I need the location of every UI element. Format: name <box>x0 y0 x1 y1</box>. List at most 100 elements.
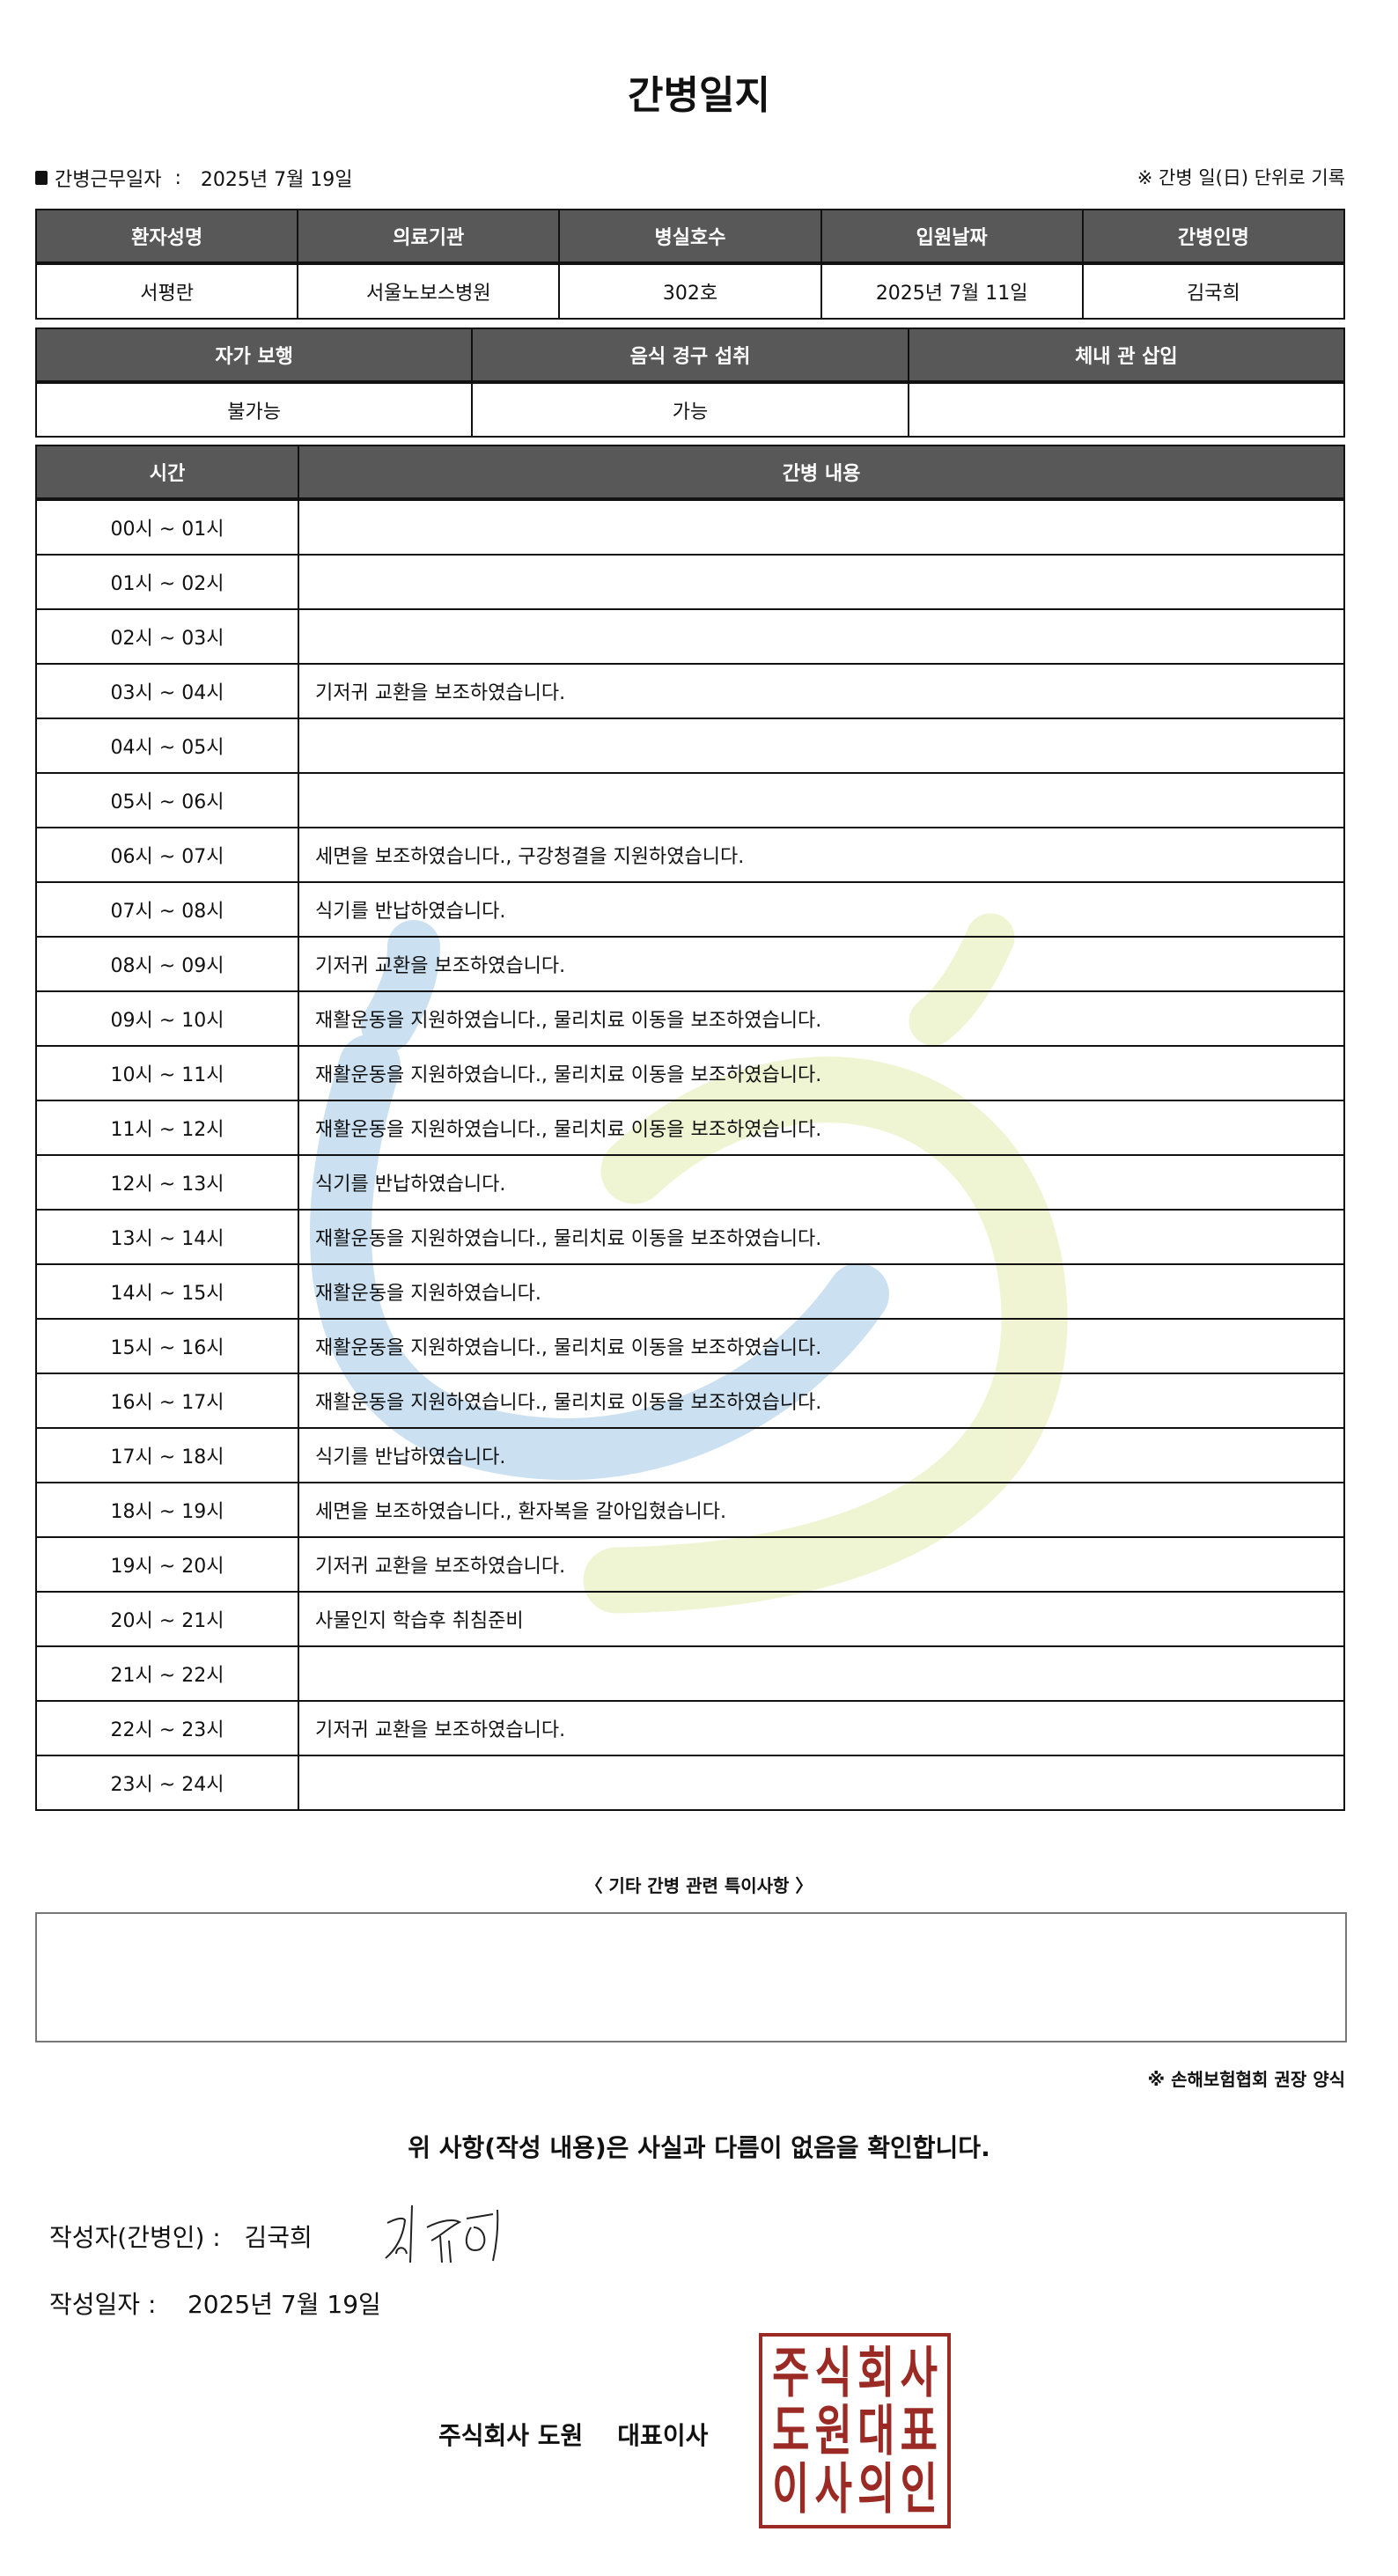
care-content <box>298 1645 1345 1702</box>
time-slot: 17시 ~ 18시 <box>35 1427 299 1483</box>
table-row: 03시 ~ 04시 기저귀 교환을 보조하였습니다. <box>35 663 1345 719</box>
seal-character: 사 <box>814 2456 852 2521</box>
colon: : <box>168 166 194 189</box>
header-tube-insertion: 체내 관 삽입 <box>907 328 1346 384</box>
time-slot: 21시 ~ 22시 <box>35 1645 299 1702</box>
table-row: 02시 ~ 03시 <box>35 608 1345 665</box>
bullet-square-icon <box>35 171 48 185</box>
table-row: 13시 ~ 14시 재활운동을 지원하였습니다., 물리치료 이동을 보조하였습니… <box>35 1209 1345 1265</box>
care-content: 기저귀 교환을 보조하였습니다. <box>298 663 1345 719</box>
header-hospital: 의료기관 <box>297 209 561 265</box>
notes-label: 〈 기타 간병 관련 특이사항 〉 <box>585 1875 813 1896</box>
time-slot: 12시 ~ 13시 <box>35 1154 299 1211</box>
record-unit-note: ※ 간병 일(日) 단위로 기록 <box>1137 167 1345 188</box>
table-row: 23시 ~ 24시 <box>35 1755 1345 1811</box>
care-content: 재활운동을 지원하였습니다. <box>298 1263 1345 1320</box>
table-row: 11시 ~ 12시 재활운동을 지원하였습니다., 물리치료 이동을 보조하였습니… <box>35 1100 1345 1156</box>
care-content: 기저귀 교환을 보조하였습니다. <box>298 936 1345 992</box>
table-row: 07시 ~ 08시 식기를 반납하였습니다. <box>35 881 1345 938</box>
table-row: 10시 ~ 11시 재활운동을 지원하였습니다., 물리치료 이동을 보조하였습니… <box>35 1045 1345 1101</box>
care-content: 재활운동을 지원하였습니다., 물리치료 이동을 보조하였습니다. <box>298 1209 1345 1265</box>
table-row: 22시 ~ 23시 기저귀 교환을 보조하였습니다. <box>35 1700 1345 1756</box>
work-date-line: 간병근무일자 : 2025년 7월 19일 <box>35 164 353 192</box>
care-content: 기저귀 교환을 보조하였습니다. <box>298 1700 1345 1756</box>
seal-character: 이 <box>772 2456 810 2521</box>
care-content: 세면을 보조하였습니다., 환자복을 갈아입혔습니다. <box>298 1482 1345 1538</box>
seal-character: 표 <box>900 2398 938 2463</box>
caregiver: 김국희 <box>1081 262 1346 320</box>
table-row: 09시 ~ 10시 재활운동을 지원하였습니다., 물리치료 이동을 보조하였습니… <box>35 990 1345 1047</box>
care-log-table: 시간 간병 내용 00시 ~ 01시 01시 ~ 02시 02시 ~ 03시 03시 … <box>35 445 1345 1811</box>
room: 302호 <box>558 262 822 320</box>
care-content: 재활운동을 지원하였습니다., 물리치료 이동을 보조하였습니다. <box>298 1373 1345 1429</box>
time-slot: 08시 ~ 09시 <box>35 936 299 992</box>
self-walking: 불가능 <box>34 381 474 438</box>
seal-character: 의 <box>857 2456 895 2521</box>
time-slot: 11시 ~ 12시 <box>35 1100 299 1156</box>
care-content <box>298 718 1345 774</box>
time-slot: 23시 ~ 24시 <box>35 1755 299 1811</box>
time-slot: 00시 ~ 01시 <box>35 498 299 556</box>
table-row: 17시 ~ 18시 식기를 반납하였습니다. <box>35 1427 1345 1483</box>
seal-character: 사 <box>900 2340 938 2405</box>
handwritten-signature <box>385 2204 499 2263</box>
table-row: 12시 ~ 13시 식기를 반납하였습니다. <box>35 1154 1345 1211</box>
table-row: 00시 ~ 01시 <box>35 498 1345 556</box>
time-slot: 03시 ~ 04시 <box>35 663 299 719</box>
admission-date: 2025년 7월 11일 <box>820 262 1084 320</box>
patient-name: 서평란 <box>34 262 299 320</box>
care-content: 기저귀 교환을 보조하였습니다. <box>298 1536 1345 1593</box>
table-row: 16시 ~ 17시 재활운동을 지원하였습니다., 물리치료 이동을 보조하였습니… <box>35 1373 1345 1429</box>
time-slot: 20시 ~ 21시 <box>35 1591 299 1647</box>
care-content: 식기를 반납하였습니다. <box>298 1154 1345 1211</box>
table-row: 05시 ~ 06시 <box>35 772 1345 828</box>
care-content: 재활운동을 지원하였습니다., 물리치료 이동을 보조하였습니다. <box>298 990 1345 1047</box>
table-row: 15시 ~ 16시 재활운동을 지원하였습니다., 물리치료 이동을 보조하였습니… <box>35 1318 1345 1374</box>
confirmation-statement: 위 사항(작성 내용)은 사실과 다름이 없음을 확인합니다. <box>408 2133 990 2162</box>
seal-character: 주 <box>772 2340 810 2405</box>
header-admission-date: 입원날짜 <box>820 209 1084 265</box>
header-caregiver: 간병인명 <box>1081 209 1346 265</box>
work-date-value: 2025년 7월 19일 <box>200 169 353 191</box>
hospital: 서울노보스병원 <box>297 262 561 320</box>
time-slot: 14시 ~ 15시 <box>35 1263 299 1320</box>
time-slot: 05시 ~ 06시 <box>35 772 299 828</box>
table-row: 19시 ~ 20시 기저귀 교환을 보조하였습니다. <box>35 1536 1345 1593</box>
written-date-label: 작성일자 : <box>49 2290 157 2319</box>
time-slot: 19시 ~ 20시 <box>35 1536 299 1593</box>
table-row: 04시 ~ 05시 <box>35 718 1345 774</box>
care-content: 재활운동을 지원하였습니다., 물리치료 이동을 보조하였습니다. <box>298 1045 1345 1101</box>
time-slot: 22시 ~ 23시 <box>35 1700 299 1756</box>
writer-label: 작성자(간병인) : <box>49 2223 221 2252</box>
header-oral-intake: 음식 경구 섭취 <box>471 328 909 384</box>
patient-info-table: 환자성명 의료기관 병실호수 입원날짜 간병인명 서평란 서울노보스병원 302… <box>34 209 1346 320</box>
table-row: 06시 ~ 07시 세면을 보조하였습니다., 구강청결을 지원하였습니다. <box>35 827 1345 883</box>
time-slot: 07시 ~ 08시 <box>35 881 299 938</box>
table-row: 18시 ~ 19시 세면을 보조하였습니다., 환자복을 갈아입혔습니다. <box>35 1482 1345 1538</box>
writer-name: 김국희 <box>244 2223 313 2252</box>
seal-character: 회 <box>857 2340 895 2405</box>
seal-character: 원 <box>814 2398 852 2463</box>
seal-character: 도 <box>772 2398 810 2463</box>
time-slot: 18시 ~ 19시 <box>35 1482 299 1538</box>
table-row: 21시 ~ 22시 <box>35 1645 1345 1702</box>
header-time: 시간 <box>35 445 299 501</box>
care-content <box>298 498 1345 556</box>
table-row: 20시 ~ 21시 사물인지 학습후 취침준비 <box>35 1591 1345 1647</box>
time-slot: 09시 ~ 10시 <box>35 990 299 1047</box>
table-row: 08시 ~ 09시 기저귀 교환을 보조하였습니다. <box>35 936 1345 992</box>
page-title: 간병일지 <box>628 73 770 118</box>
care-content: 재활운동을 지원하였습니다., 물리치료 이동을 보조하였습니다. <box>298 1318 1345 1374</box>
header-room: 병실호수 <box>558 209 822 265</box>
header-care-content: 간병 내용 <box>298 445 1345 501</box>
tube-insertion <box>907 381 1346 438</box>
time-slot: 02시 ~ 03시 <box>35 608 299 665</box>
header-patient-name: 환자성명 <box>34 209 299 265</box>
table-row: 14시 ~ 15시 재활운동을 지원하였습니다. <box>35 1263 1345 1320</box>
time-slot: 04시 ~ 05시 <box>35 718 299 774</box>
care-content <box>298 1755 1345 1811</box>
writer-line: 작성자(간병인) : 김국희 <box>49 2219 313 2254</box>
work-date-label: 간병근무일자 <box>55 169 162 191</box>
notes-box[interactable] <box>35 1912 1347 2042</box>
